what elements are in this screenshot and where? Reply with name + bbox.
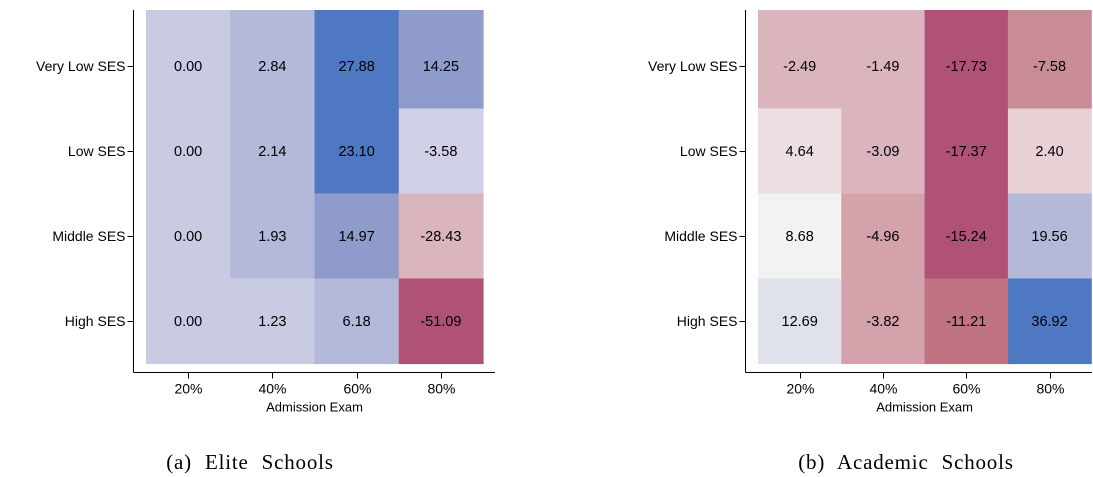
cell-value-label: -3.09 xyxy=(866,144,899,160)
panel-caption: (b) Academic Schools xyxy=(798,450,1013,474)
cell-value-label: -51.09 xyxy=(420,314,461,330)
cell-value-label: 0.00 xyxy=(174,314,202,330)
heatmap-cell xyxy=(1007,108,1092,195)
x-tick-label: 60% xyxy=(343,381,371,397)
cell-value-label: 36.92 xyxy=(1031,314,1067,330)
cell-value-label: 4.64 xyxy=(786,144,814,160)
cell-value-label: 0.00 xyxy=(174,144,202,160)
cell-value-label: -17.73 xyxy=(946,59,987,75)
cell-value-label: -3.82 xyxy=(866,314,899,330)
heatmap-cell xyxy=(924,193,1009,280)
y-tick-label: High SES xyxy=(65,313,126,329)
heatmap-panel-elite-schools: 0.00 2.84 27.88 14.25 0.00 2.14 23.10 -3.58 0.00… xyxy=(36,10,495,474)
heatmap-cell xyxy=(314,193,400,280)
heatmap-cell xyxy=(146,278,231,365)
heatmap-cell xyxy=(841,108,926,195)
heatmap-panel-academic-schools: -2.49 -1.49 -17.73 -7.58 4.64 -3.09 -17.37 2.40… xyxy=(648,10,1092,474)
heatmap-cell xyxy=(758,108,842,195)
heatmap-cell xyxy=(841,193,926,280)
heatmap-cell xyxy=(146,10,231,110)
cell-value-label: -3.58 xyxy=(424,144,457,160)
cell-value-label: 6.18 xyxy=(343,314,371,330)
cell-value-label: -2.49 xyxy=(783,59,816,75)
y-tick-label: Low SES xyxy=(68,143,126,159)
heatmap-cell xyxy=(230,108,316,195)
cell-value-label: -28.43 xyxy=(420,229,461,245)
heatmap-cells xyxy=(146,10,484,365)
heatmap-cell xyxy=(146,108,231,195)
heatmap-cell xyxy=(1007,278,1092,365)
heatmap-cell xyxy=(398,278,484,365)
y-tick-label: Middle SES xyxy=(664,228,737,244)
cell-value-label: 23.10 xyxy=(338,144,374,160)
cell-value-label: 14.97 xyxy=(338,229,374,245)
cell-value-label: 14.25 xyxy=(423,59,459,75)
heatmap-cell xyxy=(1007,193,1092,280)
cell-value-label: 8.68 xyxy=(786,229,814,245)
cell-value-label: 0.00 xyxy=(174,229,202,245)
heatmap-cell xyxy=(398,108,484,195)
cell-value-label: 1.23 xyxy=(258,314,286,330)
heatmap-cell xyxy=(758,193,842,280)
cell-value-label: 12.69 xyxy=(782,314,818,330)
y-tick-label: Low SES xyxy=(680,143,738,159)
x-tick-label: 40% xyxy=(258,381,286,397)
x-axis-title: Admission Exam xyxy=(266,400,363,415)
x-tick-label: 20% xyxy=(174,381,202,397)
cell-value-label: 2.84 xyxy=(258,59,286,75)
heatmap-cell xyxy=(398,10,484,110)
cell-value-label: 19.56 xyxy=(1031,229,1067,245)
heatmap-cell xyxy=(758,278,842,365)
heatmap-cell xyxy=(924,10,1009,110)
cell-value-label: -1.49 xyxy=(866,59,899,75)
heatmap-cell xyxy=(924,108,1009,195)
cell-value-label: -15.24 xyxy=(946,229,987,245)
cell-value-label: 2.14 xyxy=(258,144,286,160)
y-tick-label: High SES xyxy=(677,313,738,329)
heatmap-cell xyxy=(758,10,842,110)
heatmap-cell xyxy=(841,278,926,365)
heatmap-cell xyxy=(146,193,231,280)
y-tick-label: Very Low SES xyxy=(648,58,738,74)
heatmap-cell xyxy=(230,193,316,280)
y-tick-label: Very Low SES xyxy=(36,58,126,74)
cell-value-label: 2.40 xyxy=(1035,144,1063,160)
y-tick-label: Middle SES xyxy=(52,228,125,244)
heatmap-cell xyxy=(1007,10,1092,110)
heatmap-cell xyxy=(230,278,316,365)
x-tick-label: 60% xyxy=(952,381,980,397)
heatmap-cell xyxy=(841,10,926,110)
cell-value-label: 1.93 xyxy=(258,229,286,245)
heatmap-cell xyxy=(398,193,484,280)
cell-value-label: -7.58 xyxy=(1033,59,1066,75)
heatmap-cell xyxy=(924,278,1009,365)
x-tick-label: 40% xyxy=(869,381,897,397)
heatmap-cell xyxy=(314,10,400,110)
heatmap-cell xyxy=(314,108,400,195)
heatmap-cell xyxy=(230,10,316,110)
cell-value-label: -11.21 xyxy=(946,314,986,330)
x-tick-label: 20% xyxy=(786,381,814,397)
heatmap-cells xyxy=(758,10,1092,365)
x-axis-title: Admission Exam xyxy=(876,400,973,415)
x-tick-label: 80% xyxy=(427,381,455,397)
cell-value-label: -4.96 xyxy=(866,229,899,245)
x-tick-label: 80% xyxy=(1036,381,1064,397)
panel-caption: (a) Elite Schools xyxy=(166,450,334,474)
heatmap-cell xyxy=(314,278,400,365)
cell-value-label: 27.88 xyxy=(338,59,374,75)
cell-value-label: -17.37 xyxy=(946,144,987,160)
cell-value-label: 0.00 xyxy=(174,59,202,75)
